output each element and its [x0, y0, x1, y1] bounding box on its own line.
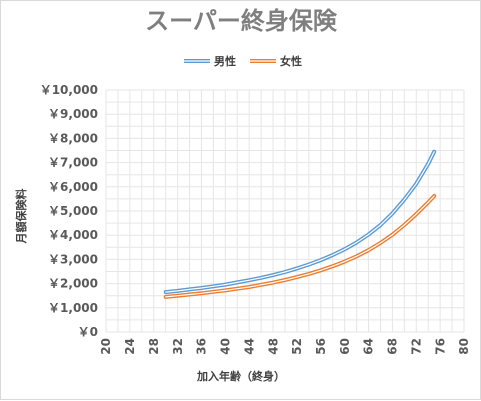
x-tick-label: 32	[171, 338, 185, 355]
y-tick-label: ￥5,000	[48, 204, 98, 218]
y-axis-ticks: ￥0 ￥1,000 ￥2,000 ￥3,000 ￥4,000 ￥5,000 ￥6,000 ￥7…	[40, 83, 98, 339]
series-line-inner	[165, 195, 435, 298]
series-line-inner	[165, 151, 435, 293]
x-tick-label: 24	[123, 338, 137, 355]
x-tick-label: 36	[195, 338, 209, 355]
x-tick-label: 40	[219, 338, 233, 355]
y-tick-label: ￥8,000	[48, 131, 98, 145]
x-tick-label: 52	[290, 338, 304, 355]
x-tick-label: 64	[362, 338, 376, 355]
y-tick-label: ￥4,000	[48, 228, 98, 242]
x-tick-label: 48	[266, 338, 280, 355]
y-tick-label: ￥0	[78, 325, 98, 339]
y-tick-label: ￥7,000	[48, 156, 98, 170]
y-tick-label: ￥6,000	[48, 180, 98, 194]
x-tick-label: 44	[242, 338, 256, 355]
x-tick-label: 20	[99, 338, 113, 355]
x-axis-label: 加入年齢（終身）	[196, 369, 285, 383]
x-tick-label: 80	[457, 338, 471, 355]
y-tick-label: ￥2,000	[48, 277, 98, 291]
gridlines	[105, 89, 465, 333]
y-tick-label: ￥10,000	[40, 83, 98, 97]
legend-label: 男性	[214, 54, 236, 68]
chart-title: スーパー終身保険	[145, 7, 338, 35]
y-tick-label: ￥1,000	[48, 301, 98, 315]
x-tick-label: 60	[338, 338, 352, 355]
y-tick-label: ￥3,000	[48, 252, 98, 266]
x-axis-ticks: 20 24 28 32 36 40 44 48 52 56 60 64 68 72 76 80	[99, 338, 471, 355]
series-lines	[163, 149, 437, 299]
x-tick-label: 68	[386, 338, 400, 355]
x-tick-label: 72	[409, 338, 423, 355]
legend: 男性 女性	[184, 54, 302, 68]
legend-label: 女性	[280, 54, 302, 68]
x-tick-label: 56	[314, 338, 328, 355]
x-tick-label: 28	[147, 338, 161, 355]
y-axis-label: 月額保険料	[14, 189, 28, 245]
y-tick-label: ￥9,000	[48, 107, 98, 121]
x-tick-label: 76	[433, 338, 447, 355]
